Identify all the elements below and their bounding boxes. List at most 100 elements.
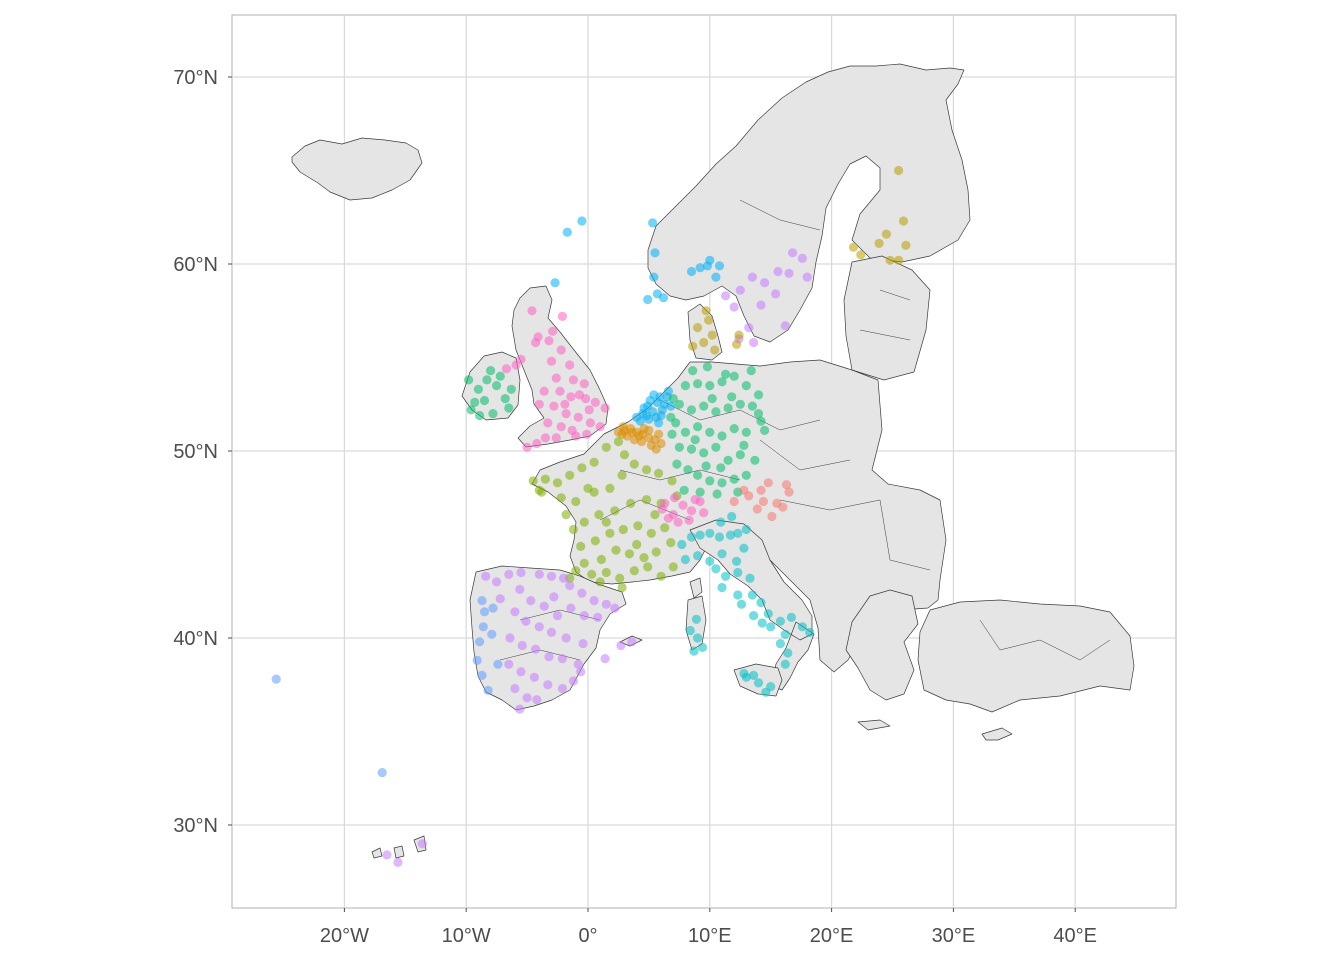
data-point	[577, 463, 587, 473]
data-point	[644, 425, 654, 435]
data-point	[655, 392, 665, 402]
data-point	[552, 611, 563, 621]
data-point	[492, 577, 502, 587]
y-tick-label: 60°N	[173, 254, 218, 276]
data-point	[783, 648, 793, 658]
data-point	[546, 356, 557, 366]
data-point	[504, 569, 514, 580]
data-point	[546, 627, 557, 638]
data-point	[881, 229, 892, 239]
data-point	[727, 511, 737, 522]
data-point	[750, 455, 760, 465]
data-point	[593, 612, 603, 623]
data-point	[648, 218, 658, 228]
data-point	[734, 330, 744, 340]
data-point	[784, 268, 794, 278]
data-point	[562, 227, 572, 237]
data-point	[686, 444, 697, 454]
data-point	[741, 470, 751, 480]
data-point	[551, 373, 561, 383]
data-point	[729, 371, 739, 381]
data-point	[531, 644, 541, 654]
data-point	[716, 463, 726, 473]
data-point	[526, 596, 536, 606]
data-point	[705, 528, 715, 538]
data-point	[712, 489, 722, 499]
data-point	[601, 599, 611, 609]
data-point	[555, 386, 565, 396]
data-point	[506, 384, 516, 394]
data-point	[504, 403, 514, 413]
canaries-land	[371, 835, 427, 859]
data-point	[760, 425, 770, 435]
data-point	[729, 496, 739, 507]
data-point	[756, 485, 766, 495]
data-point	[600, 654, 610, 664]
y-tick-label: 30°N	[173, 815, 218, 837]
data-point	[711, 564, 721, 574]
data-point	[568, 375, 579, 385]
data-point	[717, 431, 727, 441]
data-point	[705, 427, 715, 437]
data-point	[579, 558, 589, 568]
data-point	[699, 448, 709, 458]
data-point	[624, 549, 635, 559]
data-point	[771, 289, 781, 299]
data-point	[766, 622, 776, 632]
data-point	[717, 377, 727, 387]
country-outlines	[291, 63, 1135, 859]
data-point	[557, 683, 568, 694]
data-point	[739, 668, 749, 679]
data-point	[749, 670, 759, 681]
data-point	[668, 562, 678, 572]
data-point	[707, 394, 717, 404]
data-point	[574, 390, 585, 400]
data-point	[753, 409, 764, 419]
x-tick-label: 20°E	[810, 925, 854, 947]
data-point	[654, 468, 664, 478]
data-point	[629, 459, 639, 469]
turkey-land	[917, 599, 1135, 713]
data-point	[590, 536, 600, 546]
data-point	[549, 401, 559, 411]
data-point	[551, 433, 561, 443]
data-point	[601, 442, 611, 452]
data-point	[539, 386, 549, 396]
data-point	[660, 523, 670, 533]
data-point	[475, 410, 485, 421]
data-point	[749, 337, 759, 348]
data-point	[677, 539, 687, 550]
data-point	[566, 603, 576, 613]
data-point	[464, 375, 474, 385]
data-point	[674, 399, 685, 409]
data-point	[589, 596, 599, 606]
data-point	[711, 442, 721, 452]
region-border	[879, 289, 911, 301]
data-point	[705, 476, 715, 486]
data-point	[522, 442, 532, 452]
data-point	[788, 248, 798, 258]
data-point	[704, 315, 714, 325]
data-point	[532, 695, 542, 705]
data-point	[515, 584, 525, 595]
data-point	[756, 300, 766, 310]
data-point	[729, 424, 739, 434]
x-tick-label: 10°E	[688, 925, 732, 947]
data-point	[546, 571, 557, 581]
data-point	[717, 582, 727, 593]
data-point	[761, 687, 771, 697]
data-point	[583, 483, 593, 493]
data-point	[539, 601, 549, 611]
data-point	[488, 409, 498, 419]
data-point	[758, 496, 769, 507]
data-point	[479, 395, 490, 406]
data-point	[666, 412, 676, 422]
data-point	[486, 366, 496, 376]
baltics-east-land	[843, 255, 931, 381]
data-point	[732, 339, 742, 349]
data-point	[699, 401, 709, 411]
data-point	[723, 403, 733, 413]
data-point	[657, 504, 667, 514]
data-point	[686, 532, 697, 542]
data-point	[271, 674, 281, 684]
